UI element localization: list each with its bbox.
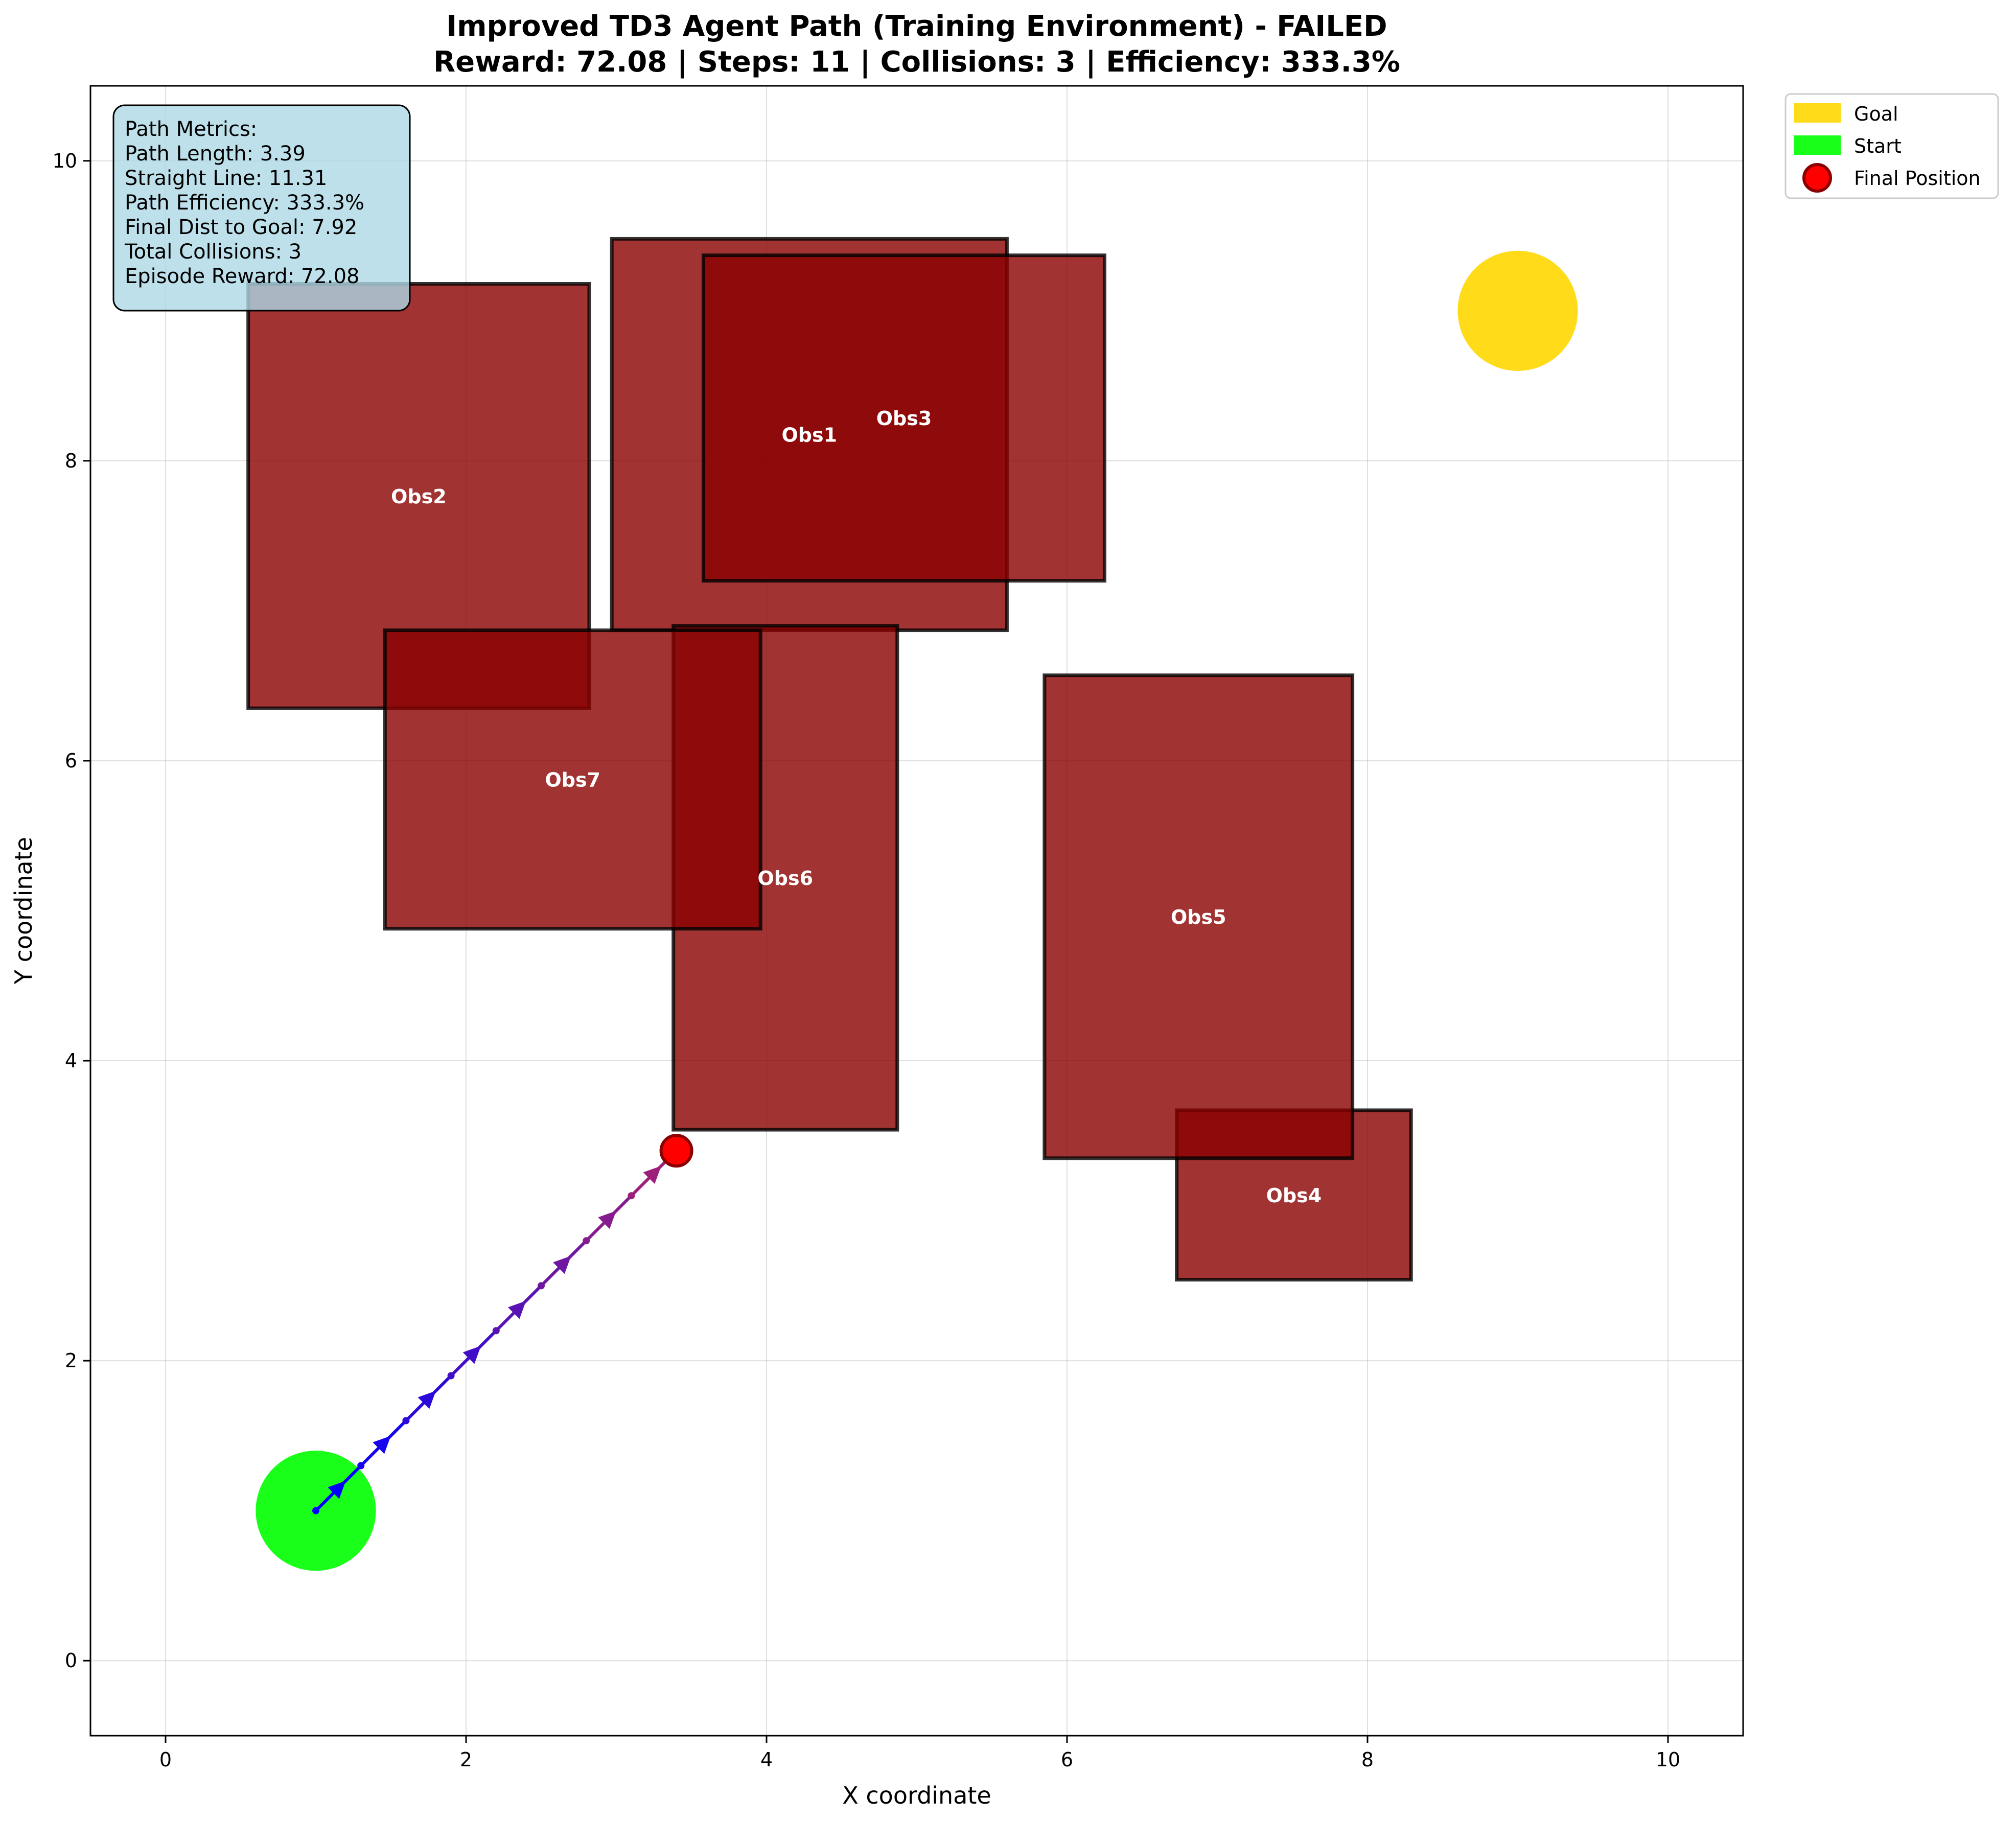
x-tick-label: 8 (1361, 1748, 1374, 1771)
obstacle-obs3 (702, 253, 1106, 583)
path-arrow (643, 1165, 661, 1184)
y-tick-label: 2 (65, 1349, 77, 1372)
path-point (628, 1192, 635, 1200)
y-tick-label: 4 (65, 1049, 77, 1072)
x-tick-label: 10 (1656, 1748, 1680, 1771)
path-point (402, 1417, 410, 1425)
y-tick-label: 0 (65, 1649, 77, 1672)
path-arrow (553, 1255, 571, 1274)
obstacle-obs7 (383, 628, 762, 931)
chart-title-line1: Improved TD3 Agent Path (Training Enviro… (446, 10, 1387, 43)
x-tick-label: 0 (159, 1748, 172, 1771)
path-point (447, 1372, 455, 1380)
legend-label: Goal (1854, 103, 1898, 125)
legend-items: Goal Start Final Position (1794, 103, 1981, 193)
metrics-line: Path Efficiency: 333.3% (125, 191, 364, 215)
path-point (312, 1507, 319, 1514)
metrics-line: Straight Line: 11.31 (125, 167, 327, 190)
metrics-line: Path Length: 3.39 (125, 142, 306, 166)
y-tick-label: 8 (65, 450, 77, 472)
path-point (583, 1237, 590, 1245)
legend-label: Final Position (1854, 167, 1981, 190)
obstacles: Obs1 Obs2 Obs3 Obs4 Obs5 Obs6 Obs7 (246, 237, 1413, 1282)
path-point (538, 1282, 545, 1290)
legend-swatch-start (1794, 135, 1841, 155)
path-arrow (598, 1210, 616, 1229)
x-axis-ticks: 0 2 4 6 8 10 (159, 1736, 1680, 1771)
obstacle-label: Obs1 (782, 424, 838, 446)
legend: Goal Start Final Position (1785, 93, 1999, 199)
x-axis-label: X coordinate (842, 1782, 991, 1809)
metrics-box-background (112, 104, 411, 312)
obstacle-label: Obs2 (391, 485, 447, 508)
obstacle-label: Obs4 (1266, 1184, 1322, 1207)
obstacle-label: Obs3 (876, 407, 932, 430)
goal-marker (1457, 250, 1578, 371)
x-tick-label: 2 (460, 1748, 472, 1771)
path-arrow (328, 1481, 346, 1499)
obstacle-label: Obs7 (545, 769, 600, 791)
y-axis-label: Y coordinate (10, 837, 37, 985)
legend-swatch-goal (1794, 103, 1841, 123)
y-axis-ticks: 0 2 4 6 8 10 (53, 150, 90, 1672)
metrics-line: Final Dist to Goal: 7.92 (125, 216, 357, 239)
agent-path (312, 1134, 693, 1514)
path-arrow (462, 1346, 481, 1364)
obstacle-label: Obs6 (757, 867, 813, 890)
plot-frame (89, 85, 1744, 1737)
y-tick-label: 6 (65, 750, 77, 772)
obstacle-label: Obs5 (1171, 906, 1226, 928)
metrics-line: Total Collisions: 3 (124, 240, 302, 264)
path-arrow (418, 1391, 436, 1409)
metrics-line: Path Metrics: (125, 118, 257, 141)
final-position-marker (659, 1134, 693, 1168)
path-point (357, 1462, 365, 1469)
legend-swatch-final-position (1802, 163, 1832, 193)
path-arrow (507, 1300, 526, 1319)
obstacle-obs5 (1042, 673, 1355, 1160)
metrics-line: Episode Reward: 72.08 (125, 265, 359, 288)
legend-label: Start (1854, 135, 1902, 157)
plot-area: Obs1 Obs2 Obs3 Obs4 Obs5 Obs6 Obs7 0 2 4 6 8 10 0 2 4… (53, 85, 1744, 1771)
x-tick-label: 4 (760, 1748, 773, 1771)
x-tick-label: 6 (1061, 1748, 1073, 1771)
path-point (492, 1327, 500, 1335)
chart-title-line2: Reward: 72.08 | Steps: 11 | Collisions: … (433, 45, 1400, 79)
y-tick-label: 10 (53, 150, 77, 172)
path-arrow (373, 1436, 391, 1454)
